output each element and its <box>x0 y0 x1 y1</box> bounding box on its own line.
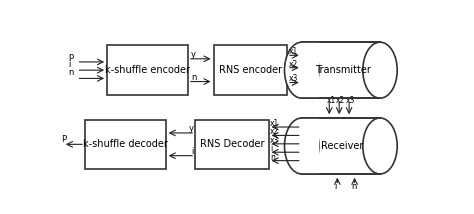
Text: n: n <box>270 153 275 162</box>
Text: RNS Decoder: RNS Decoder <box>200 139 264 149</box>
Text: n: n <box>351 182 356 191</box>
Bar <box>301 42 319 98</box>
FancyBboxPatch shape <box>213 45 287 95</box>
FancyBboxPatch shape <box>85 120 166 169</box>
Ellipse shape <box>284 42 319 98</box>
Text: y: y <box>188 124 193 133</box>
Bar <box>301 42 380 98</box>
Text: x1: x1 <box>270 119 279 128</box>
Text: i: i <box>334 182 337 191</box>
Text: x2: x2 <box>336 96 346 105</box>
Text: n: n <box>191 73 196 82</box>
Text: x1: x1 <box>289 47 298 56</box>
Text: x1: x1 <box>326 96 336 105</box>
Text: Receiver: Receiver <box>321 141 364 151</box>
Text: x3: x3 <box>270 136 280 145</box>
Text: i: i <box>191 147 193 156</box>
Text: i: i <box>270 144 273 153</box>
Text: x2: x2 <box>270 127 279 137</box>
Bar <box>301 118 380 174</box>
Bar <box>301 118 319 174</box>
Text: k-shuffle decoder: k-shuffle decoder <box>83 139 168 149</box>
Text: p: p <box>68 52 74 61</box>
Ellipse shape <box>284 118 319 174</box>
Text: x2: x2 <box>289 59 298 68</box>
Text: i: i <box>68 60 71 69</box>
Text: x3: x3 <box>289 74 298 83</box>
Text: n: n <box>68 68 74 77</box>
FancyBboxPatch shape <box>195 120 269 169</box>
FancyBboxPatch shape <box>107 45 188 95</box>
Text: P: P <box>61 135 66 144</box>
Text: y: y <box>191 51 196 59</box>
Ellipse shape <box>363 42 397 98</box>
Text: RNS encoder: RNS encoder <box>219 65 282 75</box>
Ellipse shape <box>363 118 397 174</box>
Text: k-shuffle encoder: k-shuffle encoder <box>105 65 190 75</box>
Text: Transmitter: Transmitter <box>315 65 371 75</box>
Text: x3: x3 <box>346 96 356 105</box>
